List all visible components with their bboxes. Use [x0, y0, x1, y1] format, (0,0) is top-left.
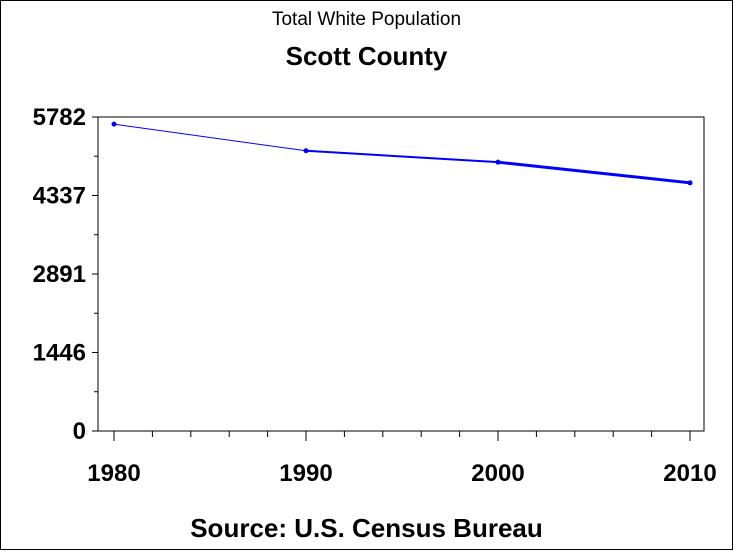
y-tick-label: 5782	[33, 104, 86, 131]
y-tick-label: 1446	[33, 339, 86, 366]
y-axis: 0 1446 2891 4337 5782	[33, 104, 98, 445]
y-tick-label: 4337	[33, 182, 86, 209]
x-axis: 1980 1990 2000 2010	[87, 431, 717, 487]
chart-title: Scott County	[285, 41, 448, 71]
y-tick-label: 2891	[33, 261, 86, 288]
series-line	[111, 121, 693, 186]
x-tick-label: 1980	[87, 460, 140, 487]
data-point	[687, 180, 693, 186]
line-segment	[497, 160, 691, 185]
x-tick-label: 1990	[279, 460, 332, 487]
line-segment	[305, 149, 499, 164]
line-segment	[113, 123, 307, 152]
x-tick-label: 2010	[663, 460, 716, 487]
chart-subtitle: Total White Population	[271, 9, 462, 30]
plot-area	[97, 116, 705, 432]
data-point	[303, 148, 309, 154]
data-point	[111, 121, 117, 127]
x-tick-label: 2000	[471, 460, 524, 487]
data-point	[495, 159, 501, 165]
source-note: Source: U.S. Census Bureau	[190, 513, 543, 543]
y-tick-label: 0	[73, 418, 86, 445]
